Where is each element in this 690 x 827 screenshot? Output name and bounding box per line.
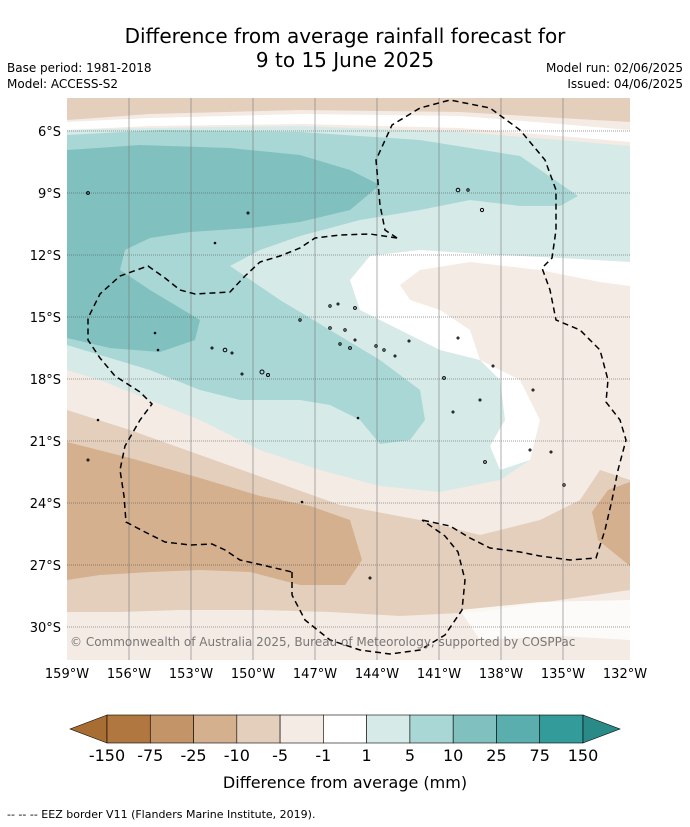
colorbar-extend-high xyxy=(582,714,621,744)
colorbar-tick-label: 150 xyxy=(568,746,599,765)
meta-right: Model run: 02/06/2025 Issued: 04/06/2025 xyxy=(546,60,683,92)
model-name: Model: ACCESS-S2 xyxy=(7,77,119,91)
contour-top-brown xyxy=(67,98,630,122)
lat-label: 18°S xyxy=(30,373,61,388)
contour-white-bottom xyxy=(460,600,630,640)
colorbar-cell xyxy=(539,714,584,744)
title-line-1: Difference from average rainfall forecas… xyxy=(124,24,566,48)
colorbar-cell xyxy=(323,714,367,744)
colorbar-tick-label: -150 xyxy=(89,746,125,765)
contour-white-wedge xyxy=(350,250,630,470)
colorbar-cell xyxy=(279,714,324,744)
lat-label: 21°S xyxy=(30,435,61,450)
lon-label: 138°W xyxy=(479,667,523,682)
contour-brown-medium xyxy=(67,442,362,585)
colorbar-tick-label: -1 xyxy=(315,746,331,765)
colorbar-tick-label: 75 xyxy=(530,746,550,765)
eez-footer-note: -- -- -- EEZ border V11 (Flanders Marine… xyxy=(7,808,316,821)
colorbar: -150 -75 -25 -10 -5 -1 1 5 10 25 75 150 Difference … xyxy=(69,714,621,792)
lon-label: 135°W xyxy=(541,667,585,682)
meridians xyxy=(128,98,564,660)
colorbar-tick-label: 25 xyxy=(486,746,506,765)
base-period: Base period: 1981-2018 xyxy=(7,61,152,75)
contour-top-white xyxy=(67,114,630,142)
model-run: Model run: 02/06/2025 xyxy=(545,61,683,75)
contour-teal-dark xyxy=(67,145,380,352)
lon-label: 141°W xyxy=(417,667,461,682)
map-plot-area xyxy=(67,98,630,660)
colorbar-cell xyxy=(409,714,454,744)
colorbar-cell xyxy=(193,714,238,744)
colorbar-tick-label: -5 xyxy=(272,746,288,765)
colorbar-cell xyxy=(366,714,411,744)
colorbar-cell xyxy=(149,714,194,744)
lat-labels: 6°S 9°S 12°S 15°S 18°S 21°S 24°S 27°S 30… xyxy=(30,125,61,636)
lon-label: 132°W xyxy=(603,667,647,682)
lat-label: 12°S xyxy=(30,249,61,264)
colorbar-extend-low xyxy=(69,714,108,744)
meta-left: Base period: 1981-2018 Model: ACCESS-S2 xyxy=(7,60,152,92)
colorbar-cell xyxy=(106,714,151,744)
colorbar-label: Difference from average (mm) xyxy=(223,773,467,792)
colorbar-cell xyxy=(452,714,497,744)
colorbar-tick-label: 1 xyxy=(362,746,372,765)
lon-labels: 159°W 156°W 153°W 150°W 147°W 144°W 141°… xyxy=(45,667,647,682)
colorbar-tick-label: 10 xyxy=(443,746,463,765)
lat-label: 9°S xyxy=(38,187,61,202)
lon-label: 156°W xyxy=(107,667,151,682)
colorbar-tick-label: -10 xyxy=(224,746,250,765)
lat-label: 30°S xyxy=(30,621,61,636)
lat-label: 24°S xyxy=(30,497,61,512)
lat-label: 15°S xyxy=(30,311,61,326)
lon-label: 150°W xyxy=(231,667,275,682)
colorbar-tick-label: -25 xyxy=(180,746,206,765)
eez-borders xyxy=(87,99,627,655)
colorbar-tick-label: -75 xyxy=(137,746,163,765)
copyright-text: © Commonwealth of Australia 2025, Bureau… xyxy=(70,635,575,649)
islands xyxy=(86,187,566,580)
colorbar-cell xyxy=(496,714,541,744)
lon-label: 153°W xyxy=(169,667,213,682)
lon-label: 147°W xyxy=(293,667,337,682)
lon-label: 159°W xyxy=(45,667,89,682)
colorbar-cell xyxy=(236,714,281,744)
lon-label: 144°W xyxy=(355,667,399,682)
colorbar-tick-label: 5 xyxy=(405,746,415,765)
lat-label: 27°S xyxy=(30,559,61,574)
contour-brown-bottom xyxy=(67,630,630,660)
title-line-2: 9 to 15 June 2025 xyxy=(255,48,435,72)
issued-date: Issued: 04/06/2025 xyxy=(567,77,683,91)
lat-label: 6°S xyxy=(38,125,61,140)
map-title: Difference from average rainfall forecas… xyxy=(0,24,690,72)
